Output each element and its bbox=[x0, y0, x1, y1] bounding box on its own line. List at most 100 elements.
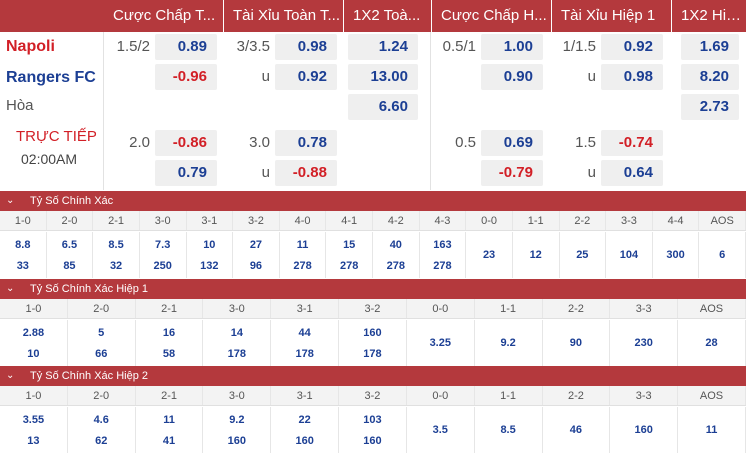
over-odds[interactable]: 0.98 bbox=[275, 34, 337, 60]
h1-over-odds-alt[interactable]: -0.74 bbox=[601, 130, 663, 156]
score-odds-single[interactable]: 90 bbox=[569, 337, 583, 349]
score-odds-away[interactable]: 278 bbox=[433, 260, 452, 272]
score-odds-cell[interactable]: 46 bbox=[543, 407, 611, 453]
score-odds-cell[interactable]: 22 160 bbox=[271, 407, 340, 453]
chevron-down-icon[interactable]: ⌄ bbox=[6, 370, 15, 381]
score-odds-cell[interactable]: 3.25 bbox=[407, 320, 475, 366]
score-odds-away[interactable]: 96 bbox=[249, 260, 263, 272]
score-odds-home[interactable]: 9.2 bbox=[229, 414, 245, 426]
score-odds-home[interactable]: 16 bbox=[162, 327, 176, 339]
score-odds-away[interactable]: 32 bbox=[109, 260, 123, 272]
score-odds-single[interactable]: 9.2 bbox=[500, 337, 516, 349]
under-odds-alt[interactable]: -0.88 bbox=[275, 160, 337, 186]
score-odds-single[interactable]: 25 bbox=[576, 249, 589, 261]
score-odds-cell[interactable]: 10 132 bbox=[187, 232, 234, 278]
score-odds-home[interactable]: 15 bbox=[343, 239, 356, 251]
h1-handicap-away-odds-alt[interactable]: -0.79 bbox=[481, 160, 543, 186]
score-odds-away[interactable]: 278 bbox=[340, 260, 359, 272]
header-over-under-full[interactable]: Tài Xỉu Toàn T... bbox=[223, 0, 343, 32]
score-odds-cell[interactable]: 103 160 bbox=[339, 407, 407, 453]
score-odds-cell[interactable]: 12 bbox=[513, 232, 560, 278]
score-odds-single[interactable]: 104 bbox=[619, 249, 639, 261]
score-odds-single[interactable]: 12 bbox=[529, 249, 542, 261]
score-odds-single[interactable]: 3.25 bbox=[429, 337, 451, 349]
score-odds-cell[interactable]: 6 bbox=[699, 232, 746, 278]
score-odds-home[interactable]: 22 bbox=[298, 414, 311, 426]
score-odds-home[interactable]: 14 bbox=[230, 327, 243, 339]
header-1x2-full[interactable]: 1X2 Toà... bbox=[343, 0, 431, 32]
score-odds-away[interactable]: 178 bbox=[227, 348, 247, 360]
score-odds-cell[interactable]: 7.3 250 bbox=[140, 232, 187, 278]
score-odds-cell[interactable]: 15 278 bbox=[326, 232, 373, 278]
section-header[interactable]: ⌄ Tỷ Số Chính Xác Hiệp 2 bbox=[0, 366, 746, 386]
score-odds-away[interactable]: 250 bbox=[153, 260, 172, 272]
score-odds-away[interactable]: 160 bbox=[363, 435, 382, 447]
score-odds-cell[interactable]: 40 278 bbox=[373, 232, 420, 278]
score-odds-home[interactable]: 27 bbox=[249, 239, 263, 251]
score-odds-single[interactable]: 28 bbox=[705, 337, 718, 349]
score-odds-cell[interactable]: 300 bbox=[653, 232, 700, 278]
header-1x2-h1[interactable]: 1X2 Hiệ... bbox=[671, 0, 746, 32]
score-odds-cell[interactable]: 2.88 10 bbox=[0, 320, 68, 366]
score-odds-cell[interactable]: 28 bbox=[678, 320, 746, 366]
away-win-odds[interactable]: 13.00 bbox=[348, 64, 418, 90]
score-odds-home[interactable]: 6.5 bbox=[61, 239, 78, 251]
score-odds-cell[interactable]: 160 bbox=[610, 407, 679, 453]
h1-home-win-odds[interactable]: 1.69 bbox=[681, 34, 739, 60]
score-odds-cell[interactable]: 9.2 bbox=[475, 320, 543, 366]
score-odds-cell[interactable]: 90 bbox=[543, 320, 611, 366]
away-team[interactable]: Rangers FC bbox=[6, 69, 96, 86]
score-odds-home[interactable]: 10 bbox=[203, 239, 216, 251]
score-odds-home[interactable]: 44 bbox=[298, 327, 311, 339]
score-odds-cell[interactable]: 27 96 bbox=[233, 232, 280, 278]
score-odds-cell[interactable]: 6.5 85 bbox=[47, 232, 94, 278]
score-odds-away[interactable]: 278 bbox=[293, 260, 312, 272]
score-odds-home[interactable]: 8.8 bbox=[15, 239, 31, 251]
score-odds-away[interactable]: 13 bbox=[27, 435, 40, 447]
h1-handicap-away-odds[interactable]: 0.90 bbox=[481, 64, 543, 90]
handicap-away-odds-alt[interactable]: 0.79 bbox=[155, 160, 217, 186]
score-odds-single[interactable]: 300 bbox=[666, 249, 685, 261]
h1-handicap-home-odds[interactable]: 1.00 bbox=[481, 34, 543, 60]
header-over-under-h1[interactable]: Tài Xỉu Hiệp 1 bbox=[551, 0, 671, 32]
score-odds-home[interactable]: 7.3 bbox=[155, 239, 171, 251]
score-odds-home[interactable]: 8.5 bbox=[108, 239, 124, 251]
score-odds-home[interactable]: 11 bbox=[163, 414, 175, 426]
score-odds-home[interactable]: 2.88 bbox=[22, 327, 45, 339]
score-odds-cell[interactable]: 9.2 160 bbox=[203, 407, 272, 453]
score-odds-single[interactable]: 8.5 bbox=[500, 424, 516, 436]
h1-away-win-odds[interactable]: 8.20 bbox=[681, 64, 739, 90]
home-team[interactable]: Napoli bbox=[6, 38, 55, 55]
score-odds-cell[interactable]: 8.8 33 bbox=[0, 232, 47, 278]
home-win-odds[interactable]: 1.24 bbox=[348, 34, 418, 60]
score-odds-cell[interactable]: 44 178 bbox=[271, 320, 340, 366]
score-odds-away[interactable]: 33 bbox=[16, 260, 29, 272]
score-odds-cell[interactable]: 3.55 13 bbox=[0, 407, 68, 453]
chevron-down-icon[interactable]: ⌄ bbox=[6, 283, 15, 294]
score-odds-cell[interactable]: 104 bbox=[606, 232, 653, 278]
score-odds-home[interactable]: 4.6 bbox=[93, 414, 109, 426]
section-header[interactable]: ⌄ Tỷ Số Chính Xác bbox=[0, 191, 746, 211]
h1-over-odds[interactable]: 0.92 bbox=[601, 34, 663, 60]
score-odds-away[interactable]: 160 bbox=[295, 435, 314, 447]
score-odds-single[interactable]: 230 bbox=[634, 337, 653, 349]
draw-odds[interactable]: 6.60 bbox=[348, 94, 418, 120]
h1-under-odds[interactable]: 0.98 bbox=[601, 64, 663, 90]
over-odds-alt[interactable]: 0.78 bbox=[275, 130, 337, 156]
h1-draw-odds[interactable]: 2.73 bbox=[681, 94, 739, 120]
score-odds-single[interactable]: 3.5 bbox=[432, 424, 448, 436]
score-odds-away[interactable]: 85 bbox=[63, 260, 76, 272]
score-odds-cell[interactable]: 11 bbox=[678, 407, 746, 453]
score-odds-away[interactable]: 178 bbox=[363, 348, 382, 360]
score-odds-away[interactable]: 10 bbox=[27, 348, 40, 360]
header-handicap-h1[interactable]: Cược Chấp H... bbox=[431, 0, 551, 32]
handicap-home-odds-alt[interactable]: -0.86 bbox=[155, 130, 217, 156]
score-odds-single[interactable]: 23 bbox=[482, 249, 496, 261]
score-odds-home[interactable]: 103 bbox=[363, 414, 382, 426]
score-odds-cell[interactable]: 160 178 bbox=[339, 320, 407, 366]
handicap-away-odds[interactable]: -0.96 bbox=[155, 64, 217, 90]
score-odds-cell[interactable]: 4.6 62 bbox=[68, 407, 136, 453]
score-odds-cell[interactable]: 8.5 bbox=[475, 407, 543, 453]
score-odds-cell[interactable]: 230 bbox=[610, 320, 679, 366]
score-odds-away[interactable]: 58 bbox=[162, 348, 176, 360]
